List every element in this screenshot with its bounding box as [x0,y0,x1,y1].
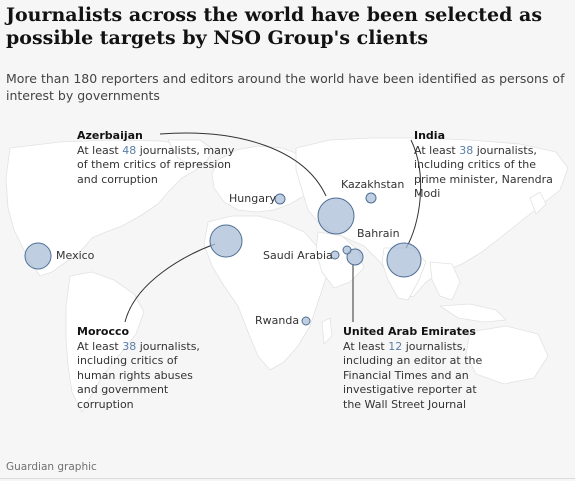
morocco-callout: Morocco At least 38 journalists, includi… [77,325,212,412]
greenland-landmass [167,139,215,167]
azerbaijan-callout-prefix: At least [77,143,119,157]
bahrain-marker [342,245,352,255]
azerbaijan-leader-line [159,132,327,197]
rwanda-label: Rwanda [255,314,300,327]
hungary-marker [274,193,286,205]
azerbaijan-marker [317,197,355,235]
rwanda-marker [301,316,311,326]
morocco-callout-number: 38 [122,339,137,353]
uae-callout: United Arab Emirates At least 12 journal… [343,325,485,412]
bottom-rule [0,478,575,479]
australia-landmass [465,325,549,385]
bahrain-label: Bahrain [357,227,400,240]
japan-landmass [529,191,547,215]
azerbaijan-callout-number: 48 [122,143,137,157]
morocco-callout-text: journalists, including critics of human … [77,339,200,411]
india-callout-prefix: At least [414,143,456,157]
india-callout-text: journalists, including critics of the pr… [414,143,553,201]
indonesia-landmass [439,303,507,323]
india-leader-line [405,139,422,249]
morocco-marker [209,224,243,258]
azerbaijan-callout-name: Azerbaijan [77,129,143,142]
uae-callout-prefix: At least [343,339,385,353]
india-callout-number: 38 [459,143,474,157]
azerbaijan-callout-text: journalists, many of them critics of rep… [77,143,235,186]
indochina-landmass [429,261,461,301]
arabia-landmass [315,231,365,289]
chart-subtitle: More than 180 reporters and editors arou… [6,71,565,103]
south-america-landmass [65,271,145,413]
morocco-leader-line [124,243,216,323]
uae-marker [346,248,364,266]
madagascar-landmass [321,317,333,345]
uae-callout-number: 12 [388,339,403,353]
morocco-callout-prefix: At least [77,339,119,353]
saudi-arabia-label: Saudi Arabia [263,249,333,262]
india-callout-name: India [414,129,445,142]
saudi-arabia-marker [330,250,340,260]
source-credit: Guardian graphic [6,461,97,473]
kazakhstan-label: Kazakhstan [341,178,405,191]
morocco-callout-name: Morocco [77,325,130,338]
azerbaijan-callout: Azerbaijan At least 48 journalists, many… [77,129,247,187]
kazakhstan-marker [365,192,377,204]
chart-title: Journalists across the world have been s… [6,4,543,49]
india-callout: India At least 38 journalists, including… [414,129,554,202]
india-marker [386,242,422,278]
mexico-label: Mexico [56,249,95,262]
uae-callout-name: United Arab Emirates [343,325,476,338]
uae-callout-text: journalists, including an editor at the … [343,339,483,411]
mexico-marker [24,242,52,270]
hungary-label: Hungary [229,192,276,205]
